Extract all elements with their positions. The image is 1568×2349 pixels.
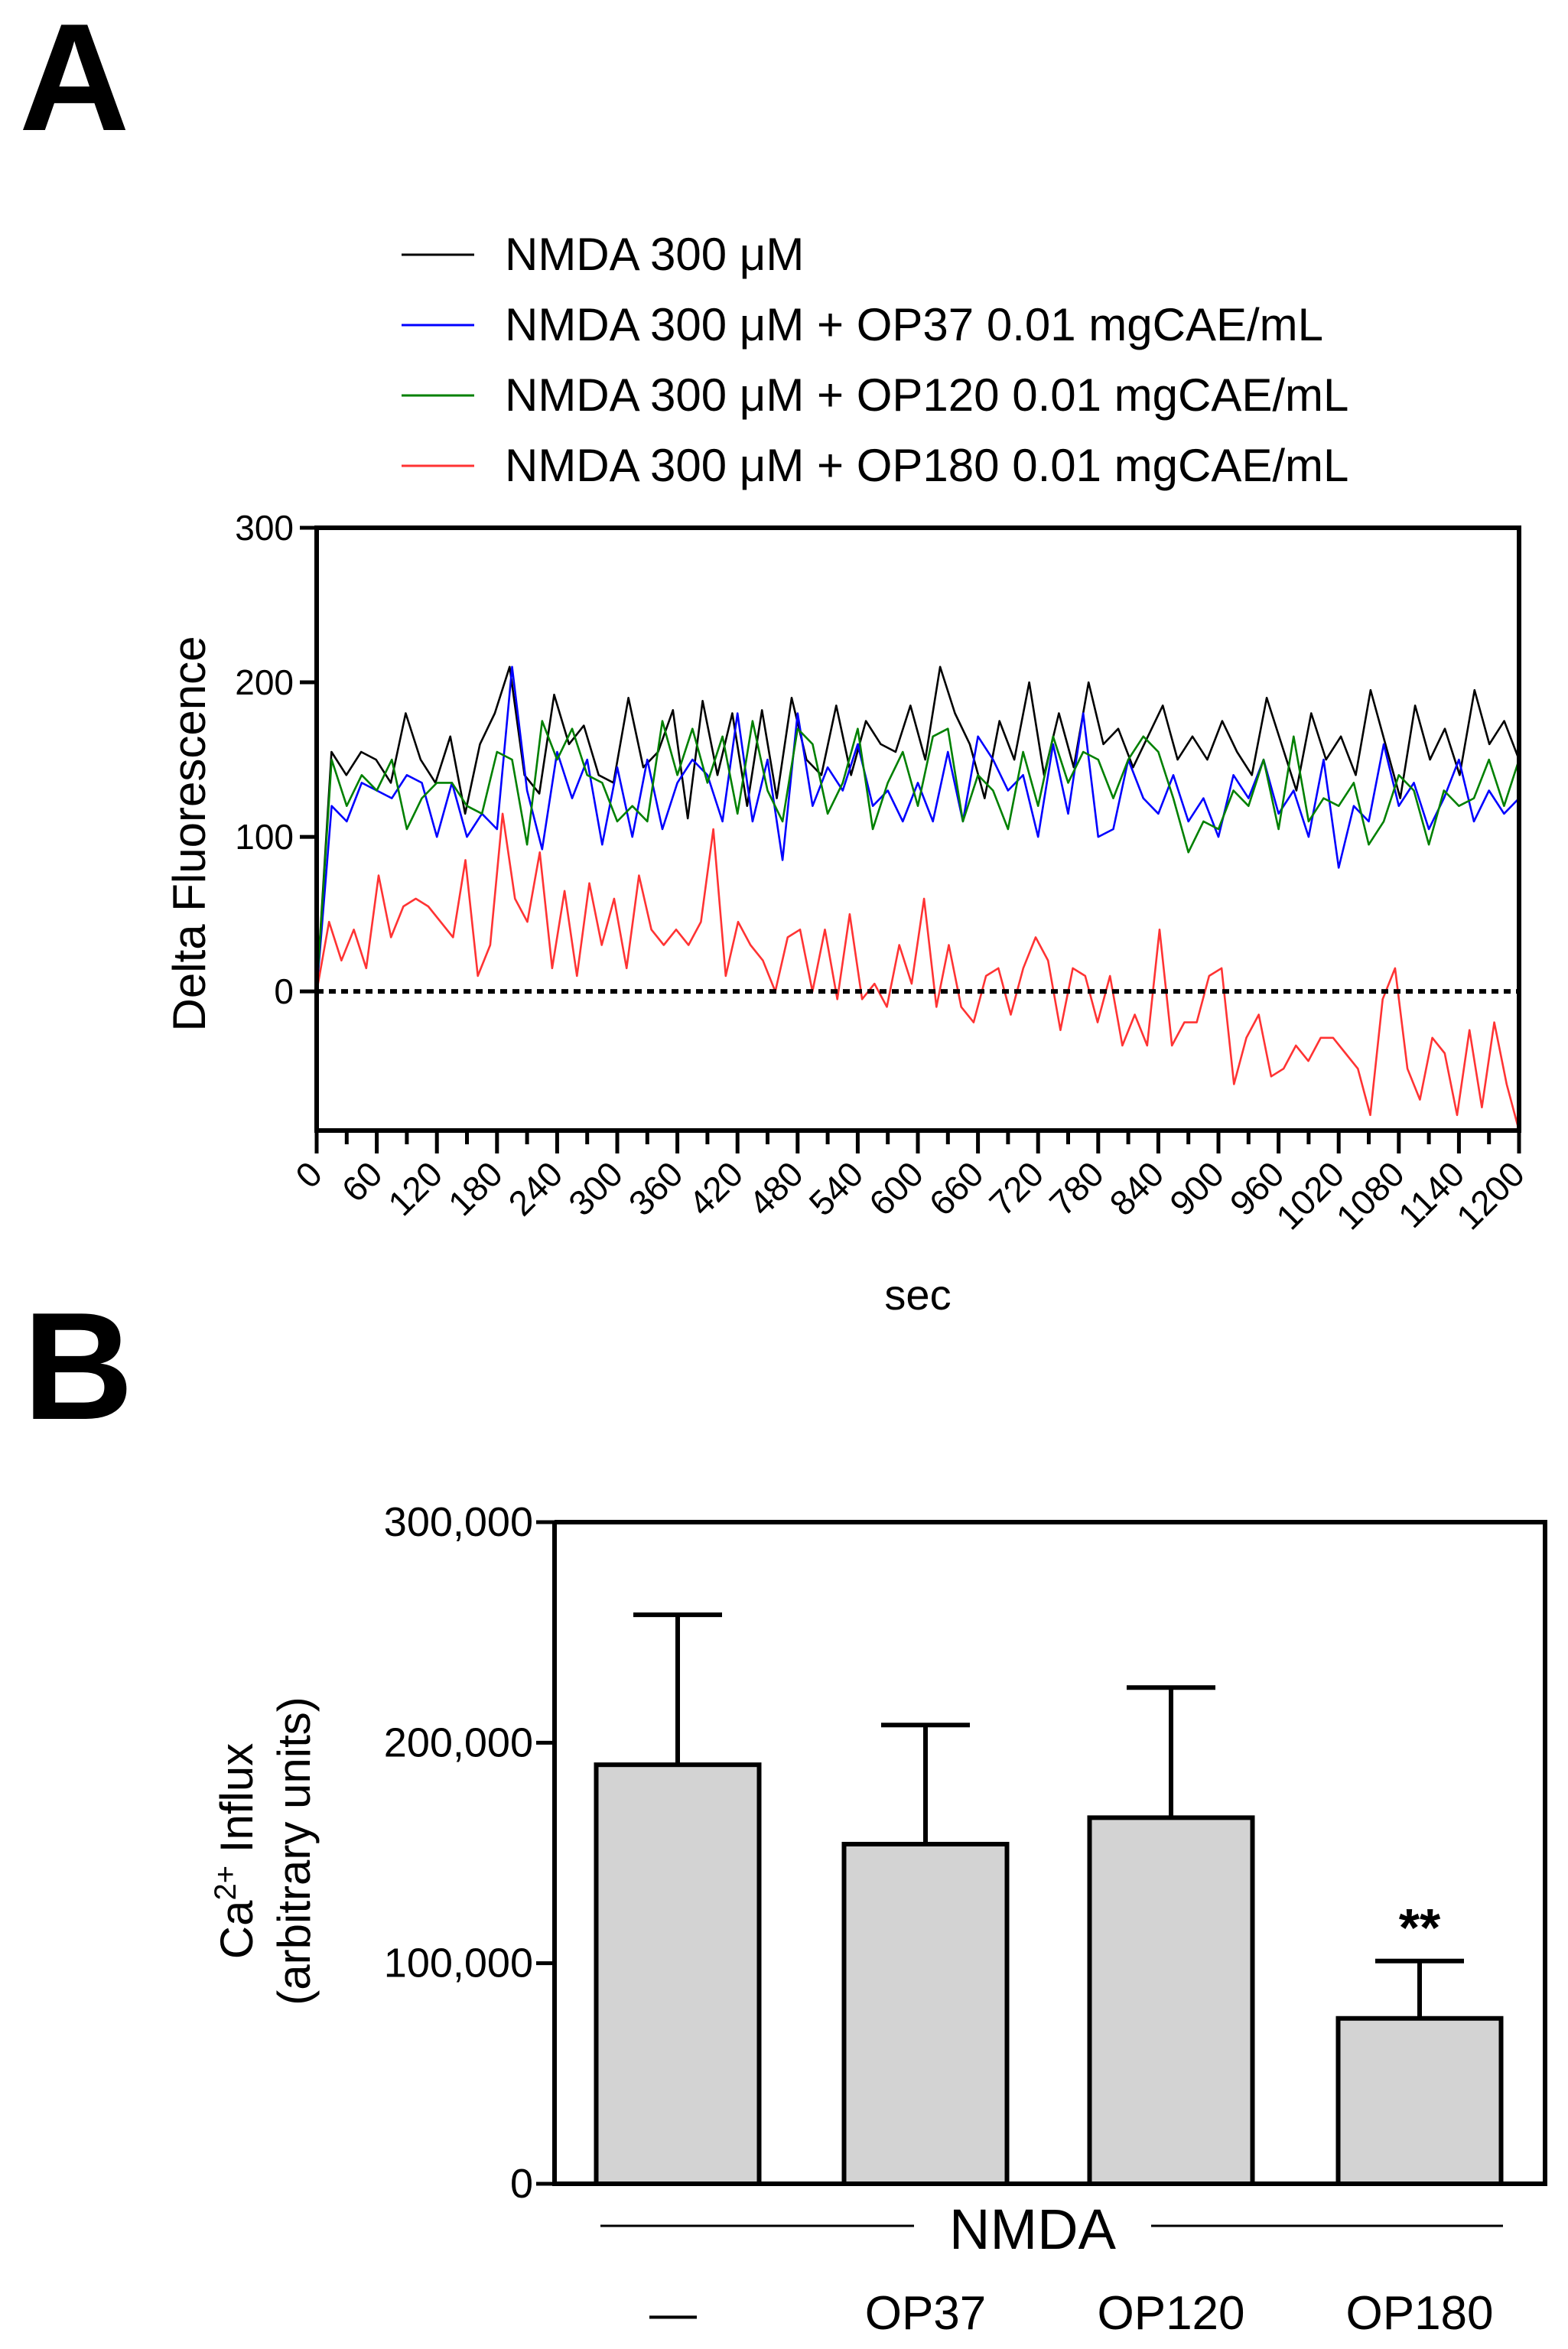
x-tick-label: 1140 <box>1391 1153 1472 1235</box>
y-tick-label: 100,000 <box>384 1941 533 1986</box>
bar <box>1335 2016 1504 2186</box>
legend-label: NMDA 300 μM + OP120 0.01 mgCAE/mL <box>505 369 1348 421</box>
category-label: OP37 <box>865 2287 987 2340</box>
bar-chart-b: ** 0 100,000 200,000 300,000 NMDA — OP37 OP120 OP… <box>209 1499 1547 2340</box>
x-tick-label: 60 <box>334 1153 390 1209</box>
series-line <box>315 665 1521 992</box>
group-label: NMDA <box>949 2198 1117 2261</box>
x-tick-label: 420 <box>681 1153 750 1223</box>
significance-marker: ** <box>1399 1898 1441 1957</box>
x-tick-label: 900 <box>1162 1153 1231 1223</box>
x-tick-label: 600 <box>861 1153 931 1223</box>
legend-label: NMDA 300 μM + OP37 0.01 mgCAE/mL <box>505 299 1323 350</box>
x-tick-label: 720 <box>981 1153 1051 1223</box>
y-title-superscript: 2+ <box>209 1866 242 1901</box>
x-tick-label: 180 <box>441 1153 510 1223</box>
category-label: OP120 <box>1097 2287 1244 2340</box>
x-tick-label: 1200 <box>1449 1153 1532 1237</box>
x-tick-label: 360 <box>621 1153 691 1223</box>
y-tick-label: 100 <box>235 817 294 857</box>
y-axis-title: Ca2+ Influx <box>209 1743 262 1959</box>
plot-frame <box>555 1520 1547 2184</box>
y-tick-label: 300 <box>235 508 294 548</box>
series-line <box>315 665 1520 992</box>
series-line <box>315 812 1521 1131</box>
y-tick-label: 0 <box>274 971 294 1011</box>
y-tick-label: 200 <box>235 662 294 702</box>
category-label: — <box>649 2287 697 2340</box>
x-axis-title: sec <box>884 1270 951 1319</box>
bar <box>841 1841 1010 2186</box>
x-tick-label: 120 <box>380 1153 450 1223</box>
bar <box>1087 1815 1255 2187</box>
y-tick-label: 200,000 <box>384 1719 533 1765</box>
y-title-ca: Ca <box>211 1900 262 1959</box>
x-tick-label: 540 <box>801 1153 870 1223</box>
x-tick-label: 660 <box>922 1153 991 1223</box>
line-chart-a: NMDA 300 μM NMDA 300 μM + OP37 0.01 mgCAE… <box>164 229 1532 1319</box>
legend-label: NMDA 300 μM <box>505 229 804 280</box>
y-axis-subtitle: (arbitrary units) <box>268 1697 320 2005</box>
x-tick-label: 780 <box>1042 1153 1111 1223</box>
series-line <box>315 720 1521 992</box>
x-tick-label: 840 <box>1101 1153 1171 1223</box>
panel-a-label: A <box>19 0 129 163</box>
x-tick-label: 300 <box>561 1153 630 1223</box>
y-title-influx: Influx <box>211 1743 262 1866</box>
category-label: OP180 <box>1345 2287 1493 2340</box>
y-tick-label: 300,000 <box>384 1499 533 1545</box>
panel-b-label: B <box>23 1281 133 1452</box>
y-axis-title: Delta Fluorescence <box>164 636 215 1032</box>
x-tick-label: 1020 <box>1268 1153 1352 1237</box>
x-tick-label: 0 <box>288 1153 330 1196</box>
bar <box>594 1762 762 2187</box>
y-tick-label: 0 <box>510 2161 533 2207</box>
x-tick-label: 480 <box>741 1153 811 1223</box>
x-tick-label: 240 <box>500 1153 570 1223</box>
legend-label: NMDA 300 μM + OP180 0.01 mgCAE/mL <box>505 440 1348 491</box>
x-tick-label: 1080 <box>1329 1153 1412 1237</box>
